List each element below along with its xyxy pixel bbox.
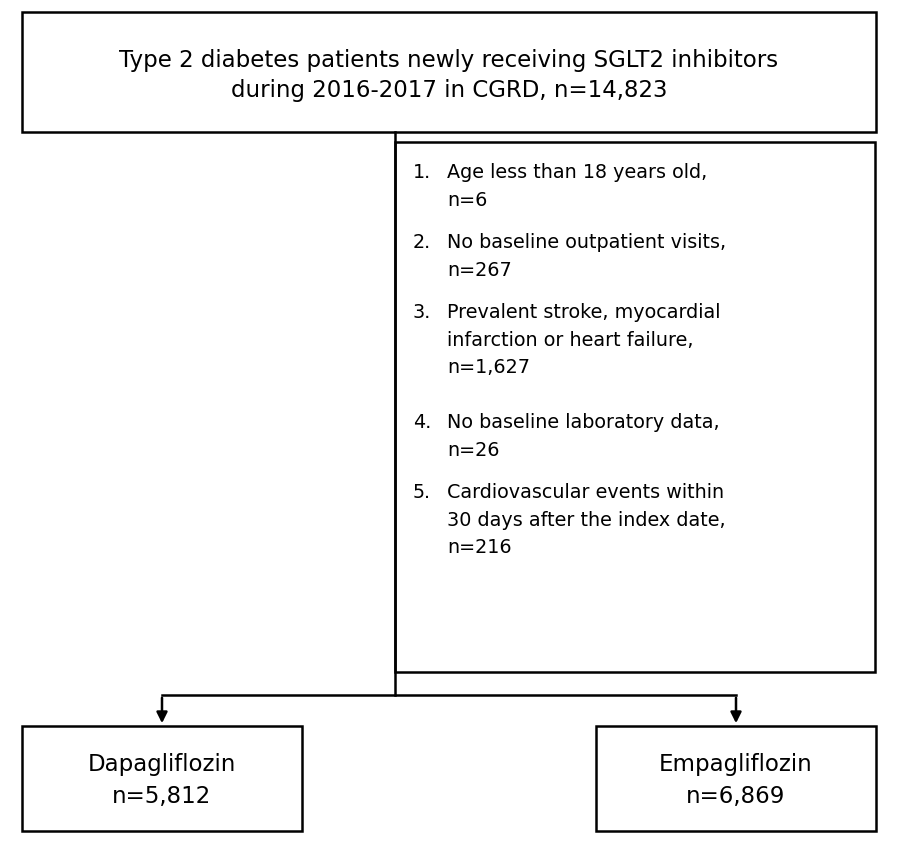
Text: 1.: 1. <box>413 163 431 182</box>
Text: n=6,869: n=6,869 <box>686 785 786 808</box>
Text: No baseline outpatient visits,: No baseline outpatient visits, <box>447 233 726 252</box>
Text: n=5,812: n=5,812 <box>112 785 212 808</box>
Bar <box>596 726 876 831</box>
Text: Prevalent stroke, myocardial: Prevalent stroke, myocardial <box>447 303 720 322</box>
Text: Empagliflozin: Empagliflozin <box>659 753 813 776</box>
Text: n=6: n=6 <box>447 191 488 209</box>
Text: Age less than 18 years old,: Age less than 18 years old, <box>447 163 708 182</box>
Text: 4.: 4. <box>413 413 431 432</box>
Bar <box>395 142 875 672</box>
Text: n=1,627: n=1,627 <box>447 358 530 378</box>
Text: 2.: 2. <box>413 233 431 252</box>
Text: n=26: n=26 <box>447 441 499 459</box>
Text: n=216: n=216 <box>447 538 512 558</box>
Text: 5.: 5. <box>413 483 431 502</box>
Text: 30 days after the index date,: 30 days after the index date, <box>447 510 726 530</box>
Text: Dapagliflozin: Dapagliflozin <box>88 753 236 776</box>
Bar <box>22 726 302 831</box>
Text: during 2016-2017 in CGRD, n=14,823: during 2016-2017 in CGRD, n=14,823 <box>231 78 667 102</box>
Text: Cardiovascular events within: Cardiovascular events within <box>447 483 724 502</box>
Text: infarction or heart failure,: infarction or heart failure, <box>447 331 693 350</box>
Text: n=267: n=267 <box>447 261 512 279</box>
Text: Type 2 diabetes patients newly receiving SGLT2 inhibitors: Type 2 diabetes patients newly receiving… <box>119 49 779 71</box>
Text: No baseline laboratory data,: No baseline laboratory data, <box>447 413 719 432</box>
Bar <box>22 12 876 132</box>
Text: 3.: 3. <box>413 303 431 322</box>
